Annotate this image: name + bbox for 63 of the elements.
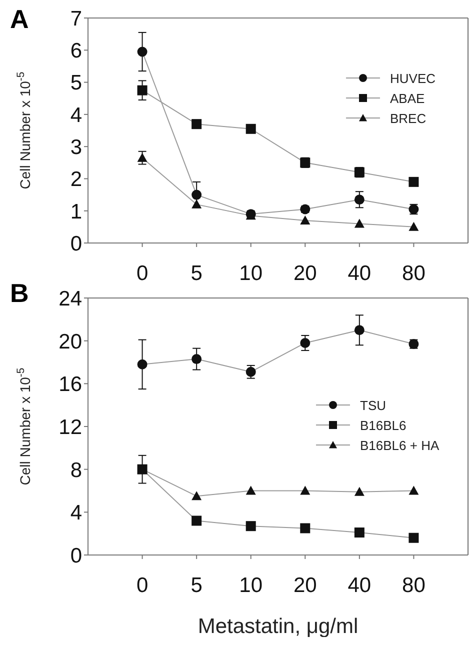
x-tick-label: 40 <box>348 574 372 597</box>
y-tick-label: 24 <box>58 287 82 310</box>
y-tick-label: 0 <box>70 232 82 256</box>
y-tick-label: 5 <box>70 72 82 95</box>
y-tick-label: 0 <box>70 544 82 568</box>
x-tick-label: 0 <box>136 574 148 597</box>
x-tick-label: 20 <box>293 262 317 285</box>
y-tick-label: 1 <box>70 200 82 224</box>
point <box>137 359 148 370</box>
point <box>300 486 310 495</box>
y-tick-label: 6 <box>70 40 82 63</box>
point <box>354 528 364 538</box>
legend-label: BREC <box>390 110 426 126</box>
point <box>246 486 256 495</box>
y-tick-label: 16 <box>58 373 82 396</box>
y-tick-label: 2 <box>70 168 82 192</box>
point <box>137 85 148 96</box>
point <box>408 222 419 231</box>
x-tick-label: 5 <box>190 574 202 597</box>
x-tick-label: 40 <box>348 262 372 285</box>
y-tick-label: 4 <box>70 502 82 525</box>
point <box>192 516 202 526</box>
point <box>408 486 419 495</box>
point <box>192 354 202 364</box>
legend-label: HUVEC <box>390 70 436 86</box>
x-tick-label: 20 <box>293 574 317 597</box>
x-tick-label: 80 <box>402 574 426 597</box>
point <box>246 366 256 377</box>
y-tick-label: 7 <box>70 7 82 30</box>
y-tick-label: 20 <box>58 330 82 354</box>
point <box>408 176 419 187</box>
point <box>192 119 202 130</box>
point <box>300 523 310 534</box>
chart-title: A <box>10 4 29 34</box>
point <box>300 338 310 348</box>
point <box>192 190 202 200</box>
point <box>246 124 256 134</box>
point <box>354 486 364 496</box>
y-tick-label: 4 <box>70 104 82 127</box>
y-tick-label: 12 <box>58 416 82 439</box>
point <box>354 194 364 205</box>
legend-label: ABAE <box>390 90 425 106</box>
x-tick-label: 0 <box>136 262 148 285</box>
point <box>192 199 202 208</box>
point <box>137 46 148 57</box>
legend-label: TSU <box>360 398 386 412</box>
x-axis-title: Metastatin, μg/ml <box>198 615 358 638</box>
point <box>246 521 256 532</box>
point <box>137 152 148 162</box>
chart-title: B <box>10 278 29 308</box>
y-tick-label: 8 <box>70 458 82 482</box>
x-tick-label: 10 <box>239 262 263 285</box>
y-tick-label: 3 <box>70 136 82 160</box>
legend-label: B16BL6 <box>360 418 406 432</box>
x-tick-label: 10 <box>239 574 263 597</box>
point <box>408 532 419 543</box>
point <box>354 218 364 228</box>
point <box>300 216 310 224</box>
point <box>192 491 202 500</box>
x-tick-label: 5 <box>190 262 202 285</box>
point <box>354 325 364 336</box>
legend-label: B16BL6 + HA <box>360 438 440 452</box>
x-tick-label: 80 <box>402 262 426 285</box>
